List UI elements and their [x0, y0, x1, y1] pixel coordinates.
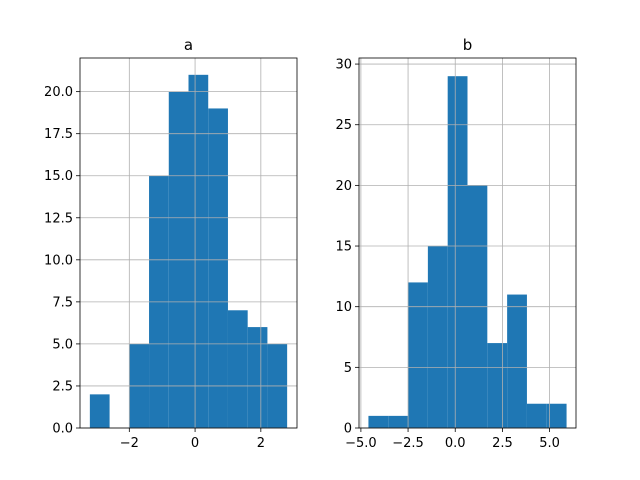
y-tick-label: 2.5 [52, 379, 73, 394]
histogram-panel-a: a −2 0 20.02.55.07.510.012.515.017.520.0 [44, 36, 298, 451]
y-tick-label: 7.5 [52, 295, 73, 310]
axes-frame [79, 57, 298, 429]
x-tick-label: −2 [120, 436, 139, 451]
chart-title-b: b [463, 36, 473, 54]
histogram-bar [507, 294, 527, 428]
histogram-panel-b: b −5.0 −2.5 0.0 2.5 5.0 0 5 10 15 20 25 30 [335, 36, 577, 451]
x-tick-label: 5.0 [539, 436, 560, 451]
y-tick-label: 5.0 [52, 337, 73, 352]
y-tick-label: 15 [335, 240, 352, 255]
y-tick-label: 12.5 [44, 211, 73, 226]
y-tick-label: 25 [335, 118, 352, 133]
x-tick-label: −5.0 [345, 436, 377, 451]
histogram-bar [227, 310, 248, 428]
x-tick-label: 2.5 [492, 436, 513, 451]
histogram-bar [89, 394, 110, 428]
histogram-bar [526, 403, 547, 428]
histogram-bar [388, 415, 409, 428]
histogram-bar [487, 343, 508, 428]
chart-title-a: a [184, 36, 193, 54]
histogram-bar [447, 76, 468, 429]
axes-frame [358, 57, 577, 429]
y-tick-label: 30 [335, 58, 352, 73]
x-tick-label: 0 [191, 436, 199, 451]
y-tick-label: 17.5 [44, 127, 73, 142]
histogram-bar [546, 403, 567, 428]
y-tick-label: 10.0 [44, 253, 73, 268]
histogram-bar [188, 74, 209, 429]
histogram-bar [408, 282, 428, 428]
histogram-bar [247, 327, 268, 428]
x-tick-label: 2 [257, 436, 265, 451]
x-tick-label: −2.5 [392, 436, 424, 451]
y-tick-label: 20.0 [44, 85, 73, 100]
histogram-bar [208, 108, 228, 429]
y-tick-label: 5 [344, 361, 352, 376]
histogram-bar [368, 415, 389, 428]
histogram-bar [427, 246, 448, 428]
y-tick-label: 0.0 [52, 422, 73, 437]
x-tick-label: 0.0 [445, 436, 466, 451]
y-tick-label: 15.0 [44, 169, 73, 184]
y-tick-label: 20 [335, 179, 352, 194]
y-tick-label: 10 [335, 300, 352, 315]
y-tick-label: 0 [344, 422, 352, 437]
